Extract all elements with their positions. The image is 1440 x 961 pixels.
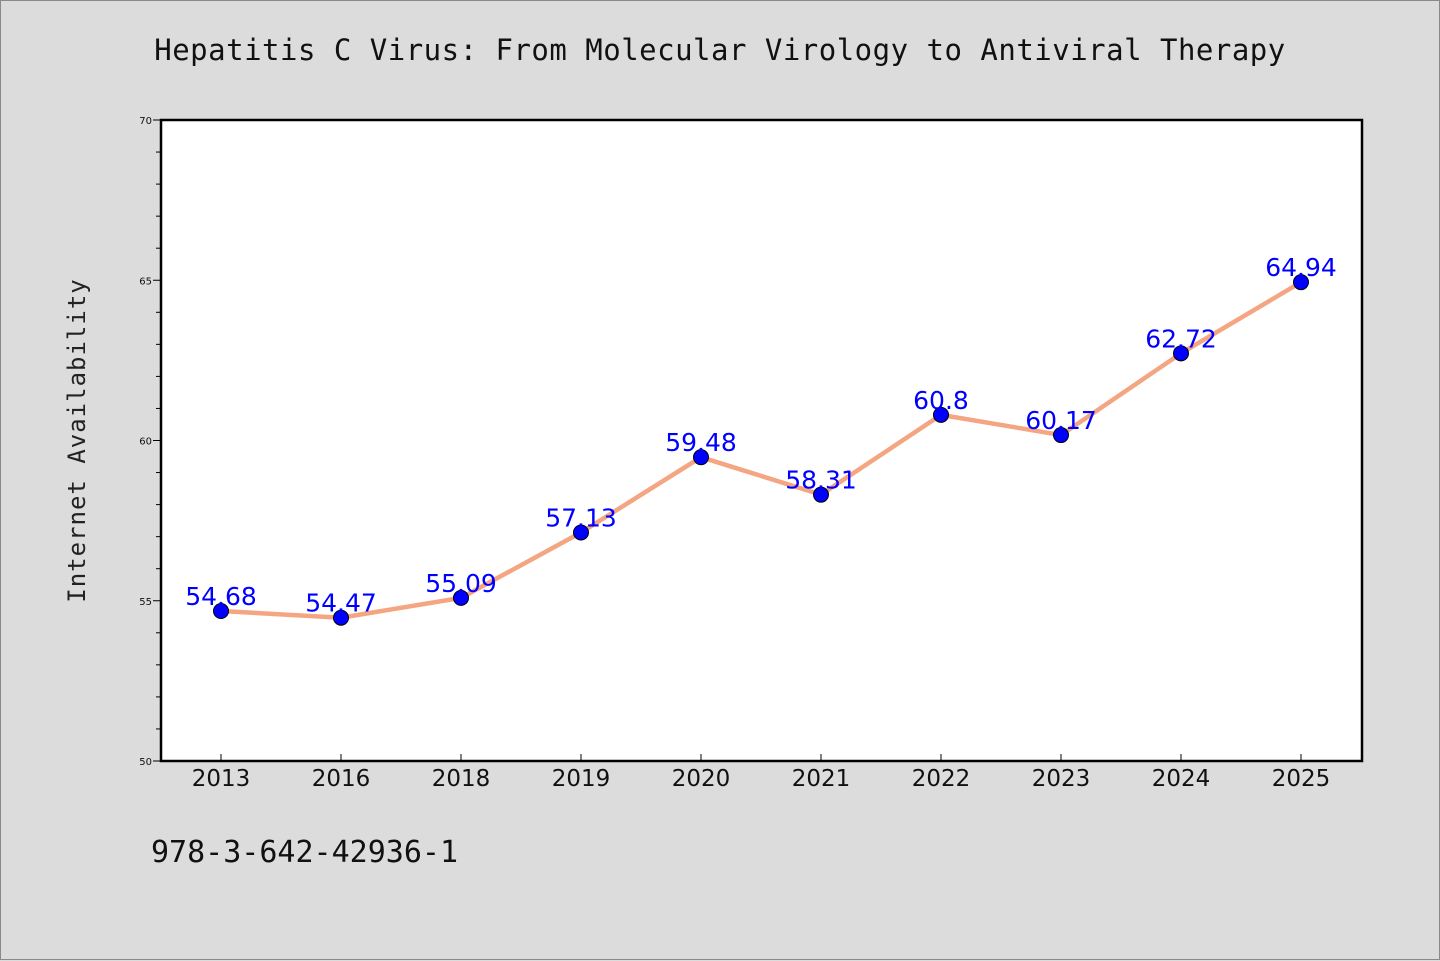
series-line: [218, 279, 1304, 620]
data-point: [1173, 345, 1189, 362]
x-tick-label: 2021: [792, 766, 851, 792]
data-label: 58.31: [785, 466, 857, 495]
data-point: [213, 603, 229, 620]
x-tick-label: 2013: [192, 766, 251, 792]
x-tick-label: 2025: [1272, 766, 1331, 792]
data-label: 55.09: [425, 569, 497, 598]
data-point: [1053, 427, 1069, 444]
data-label: 60.17: [1025, 406, 1097, 435]
x-tick-label: 2022: [912, 766, 971, 792]
data-point: [573, 524, 589, 541]
data-point: [1293, 274, 1309, 291]
data-label: 60.8: [913, 386, 969, 415]
y-tick-label: 60: [139, 437, 152, 448]
x-tick-label: 2016: [312, 766, 371, 792]
plot-area: [159, 118, 1364, 763]
data-label: 54.47: [305, 589, 377, 618]
data-labels: 54.68 54.47 55.09 57.13 59.48 58.31 60.8 60.17 6…: [185, 253, 1337, 618]
y-axis-label: Internet Availability: [63, 278, 91, 602]
y-tick-label: 65: [139, 276, 152, 287]
data-point: [693, 449, 709, 466]
y-tick-label: 50: [139, 757, 152, 768]
data-point: [333, 609, 349, 626]
data-label: 62.72: [1145, 324, 1217, 353]
x-tick-label: 2020: [672, 766, 731, 792]
data-label: 59.48: [665, 428, 737, 457]
y-tick-label: 70: [139, 116, 152, 127]
x-tick-label: 2023: [1032, 766, 1091, 792]
y-tick-label: 55: [139, 597, 152, 608]
chart-title: Hepatitis C Virus: From Molecular Virolo…: [154, 33, 1286, 67]
markers: [213, 274, 1309, 626]
data-point: [813, 486, 829, 503]
data-label: 64.94: [1265, 253, 1337, 282]
data-label: 54.68: [185, 582, 257, 611]
isbn-text: 978-3-642-42936-1: [151, 835, 459, 870]
data-point: [933, 406, 949, 423]
x-tick-label: 2019: [552, 766, 611, 792]
series-line-layer: [218, 279, 1304, 620]
x-tick-label: 2024: [1152, 766, 1211, 792]
axes: 50 55 60 65 70 2013 2016 2018 2019 2020 2021 2022 20…: [63, 116, 1364, 792]
x-tick-label: 2018: [432, 766, 491, 792]
data-point: [453, 589, 469, 606]
data-label: 57.13: [545, 503, 617, 532]
